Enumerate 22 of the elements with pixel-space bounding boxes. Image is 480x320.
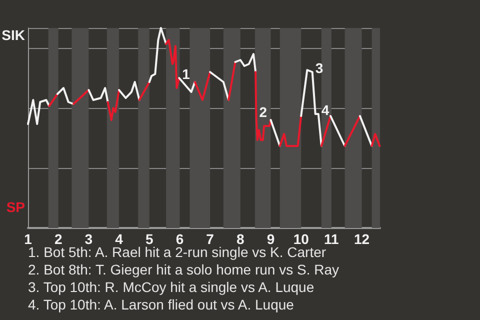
x-tick-label: 6 (176, 231, 184, 247)
text: SP (6, 199, 26, 215)
text: 4. Top 10th: A. Larson flied out vs A. Luque (28, 296, 294, 312)
annotation: 3 (315, 60, 324, 76)
x-tick-label: 10 (293, 231, 310, 247)
text: SIK (2, 27, 26, 43)
text: 3. Top 10th: R. McCoy hit a single vs A. Luque (28, 279, 314, 295)
x-tick-label: 9 (266, 231, 275, 247)
annotation: 4 (321, 102, 330, 118)
x-tick-label: 8 (236, 231, 245, 247)
x-tick-label: 4 (115, 231, 124, 247)
x-tick-label: 1 (24, 231, 32, 247)
x-tick-label: 12 (354, 231, 370, 247)
x-tick-label: 7 (206, 231, 214, 247)
x-tick-label: 5 (145, 231, 154, 247)
x-tick-label: 3 (84, 231, 93, 247)
x-tick-label: 2 (54, 231, 62, 247)
text: 2. Bot 8th: T. Gieger hit a solo home run vs S. Ray (28, 262, 340, 278)
annotation: 1 (182, 66, 190, 82)
x-tick-label: 11 (324, 231, 340, 247)
text: 1. Bot 5th: A. Rael hit a 2-run single vs K. Carter (28, 244, 326, 260)
annotation: 2 (259, 104, 268, 120)
